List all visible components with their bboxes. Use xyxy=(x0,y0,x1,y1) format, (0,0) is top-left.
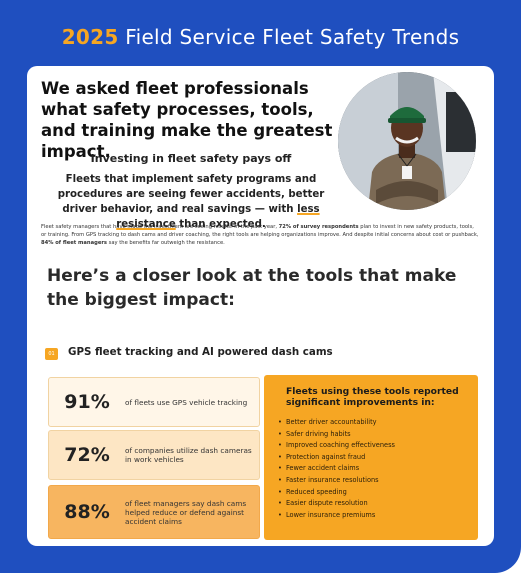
fine-text-1: Fleet safety managers that have made the… xyxy=(41,224,279,230)
closer-heading: Here’s a closer look at the tools that m… xyxy=(47,266,457,310)
worker-photo-illustration xyxy=(338,72,476,210)
stat-percent: 72% xyxy=(64,444,110,466)
bullet-icon: • xyxy=(278,464,282,473)
list-item-label: Safer driving habits xyxy=(286,429,351,438)
page-title: 2025 Field Service Fleet Safety Trends xyxy=(0,25,521,49)
list-item-label: Faster insurance resolutions xyxy=(286,475,379,484)
title-text: Field Service Fleet Safety Trends xyxy=(125,25,460,49)
list-item: • Faster insurance resolutions xyxy=(278,475,474,487)
stat-description: of fleets use GPS vehicle tracking xyxy=(125,397,248,407)
list-item: • Lower insurance premiums xyxy=(278,510,474,522)
bullet-icon: • xyxy=(278,418,282,426)
intro-heading: We asked fleet professionals what safety… xyxy=(41,79,333,161)
improvements-panel: Fleets using these tools reported signif… xyxy=(264,375,478,540)
stat-percent: 88% xyxy=(64,501,110,523)
stat-card: 91% of fleets use GPS vehicle tracking xyxy=(48,377,260,427)
stat-description: of fleet managers say dash cams helped r… xyxy=(125,498,247,526)
list-item: • Easier dispute resolution xyxy=(278,498,474,510)
fine-bold-1: 72% of survey respondents xyxy=(278,224,359,230)
fine-text-2: plan to invest in new safety products, t… xyxy=(41,224,479,238)
stat-percent: 91% xyxy=(64,391,110,413)
fine-text-3: say the benefits far outweigh the resist… xyxy=(107,240,225,246)
stat-card: 72% of companies utilize dash cameras in… xyxy=(48,430,260,480)
lead-highlight: less resistance xyxy=(116,204,320,230)
list-item: • Protection against fraud xyxy=(278,452,474,464)
list-item-label: Improved coaching effectiveness xyxy=(286,441,395,450)
bullet-icon: • xyxy=(278,499,282,508)
stat-card: 88% of fleet managers say dash cams help… xyxy=(48,485,260,539)
list-item-label: Lower insurance premiums xyxy=(286,510,376,519)
bullet-icon: • xyxy=(278,429,282,438)
list-item: • Improved coaching effectiveness xyxy=(278,440,474,452)
improvements-title: Fleets using these tools reported signif… xyxy=(286,386,459,408)
title-year: 2025 xyxy=(61,25,119,49)
stat-description: of companies utilize dash cameras in wor… xyxy=(125,446,252,464)
section-subheading: Investing in fleet safety pays off xyxy=(90,152,292,165)
bullet-icon: • xyxy=(278,510,282,519)
bullet-icon: • xyxy=(278,441,282,450)
list-item: • Fewer accident claims xyxy=(278,463,474,475)
list-item: • Reduced speeding xyxy=(278,487,474,499)
fine-bold-2: 84% of fleet managers xyxy=(41,240,107,246)
list-item-label: Better driver accountability xyxy=(286,418,377,426)
section-title: GPS fleet tracking and AI powered dash c… xyxy=(68,346,333,358)
list-item-label: Fewer accident claims xyxy=(286,464,360,473)
worker-photo xyxy=(338,72,476,210)
lead-text-start: Fleets that implement safety programs an… xyxy=(57,174,325,215)
content-card: We asked fleet professionals what safety… xyxy=(27,66,494,546)
bullet-icon: • xyxy=(278,487,282,496)
list-item-label: Protection against fraud xyxy=(286,452,366,461)
section-number-badge: 01 xyxy=(45,348,58,360)
list-item: • Safer driving habits xyxy=(278,429,474,441)
bullet-icon: • xyxy=(278,475,282,484)
list-item: • Better driver accountability xyxy=(278,417,474,429)
bullet-icon: • xyxy=(278,452,282,461)
improvements-list: • Better driver accountability • Safer dri… xyxy=(278,417,474,521)
lead-text-end: than expected. xyxy=(175,219,266,230)
list-item-label: Easier dispute resolution xyxy=(286,499,368,508)
list-item-label: Reduced speeding xyxy=(286,487,347,496)
lead-paragraph: Fleets that implement safety programs an… xyxy=(41,172,341,232)
fine-print-paragraph: Fleet safety managers that have made the… xyxy=(41,223,479,247)
